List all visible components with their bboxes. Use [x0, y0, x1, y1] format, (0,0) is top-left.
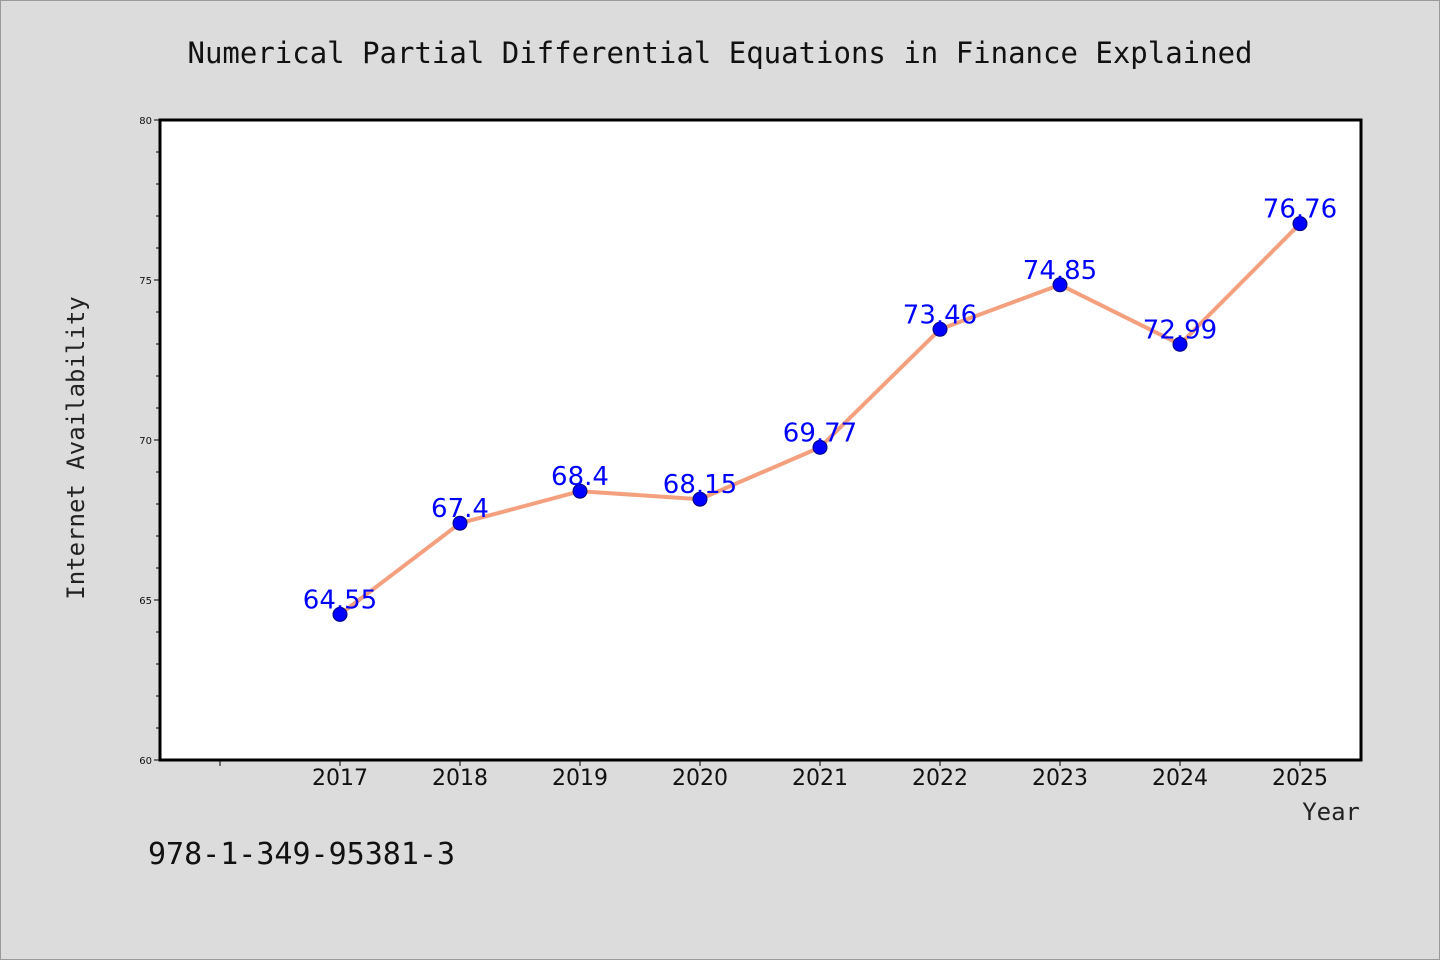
x-axis-title: Year — [1302, 798, 1360, 826]
y-tick-label: 70 — [139, 436, 152, 447]
y-axis: 60 65 70 75 80 — [139, 116, 160, 767]
data-label: 64.55 — [303, 585, 377, 615]
data-point — [932, 321, 948, 337]
isbn-footer: 978-1-349-95381-3 — [148, 837, 455, 872]
data-label: 68.15 — [663, 470, 737, 500]
y-tick-label: 65 — [139, 596, 152, 607]
data-point — [332, 606, 348, 622]
data-point — [452, 515, 468, 531]
x-tick-label: 2018 — [432, 766, 488, 791]
y-tick-label: 75 — [139, 276, 152, 287]
x-axis: 2017 2018 2019 2020 2021 2022 2023 2024 2025 — [219, 760, 1328, 791]
data-label: 69.77 — [783, 418, 857, 448]
data-label: 73.46 — [903, 300, 977, 330]
data-point — [692, 491, 708, 507]
series-markers — [332, 216, 1308, 622]
data-point — [812, 439, 828, 455]
x-tick-label: 2024 — [1152, 766, 1208, 791]
x-tick-label: 2017 — [312, 766, 368, 791]
x-tick-label: 2025 — [1272, 766, 1328, 791]
chart-title: Numerical Partial Differential Equations… — [187, 36, 1252, 70]
data-point — [1052, 277, 1068, 293]
data-point — [1292, 216, 1308, 232]
x-tick-label: 2023 — [1032, 766, 1088, 791]
data-point — [1172, 336, 1188, 352]
data-label: 76.76 — [1263, 195, 1337, 225]
data-labels: 64.55 67.4 68.4 68.15 69.77 73.46 74.85 72.99 76… — [303, 195, 1337, 616]
x-tick-label: 2022 — [912, 766, 968, 791]
y-tick-label: 80 — [139, 116, 152, 127]
x-tick-label: 2020 — [672, 766, 728, 791]
plot-area — [158, 118, 1363, 762]
y-tick-label: 60 — [139, 756, 152, 767]
y-axis-title: Internet Availability — [62, 296, 90, 599]
data-label: 74.85 — [1023, 256, 1097, 286]
data-label: 68.4 — [551, 462, 609, 492]
data-label: 72.99 — [1143, 315, 1217, 345]
data-label: 67.4 — [431, 494, 489, 524]
x-tick-label: 2021 — [792, 766, 848, 791]
data-point — [572, 483, 588, 499]
x-tick-label: 2019 — [552, 766, 608, 791]
